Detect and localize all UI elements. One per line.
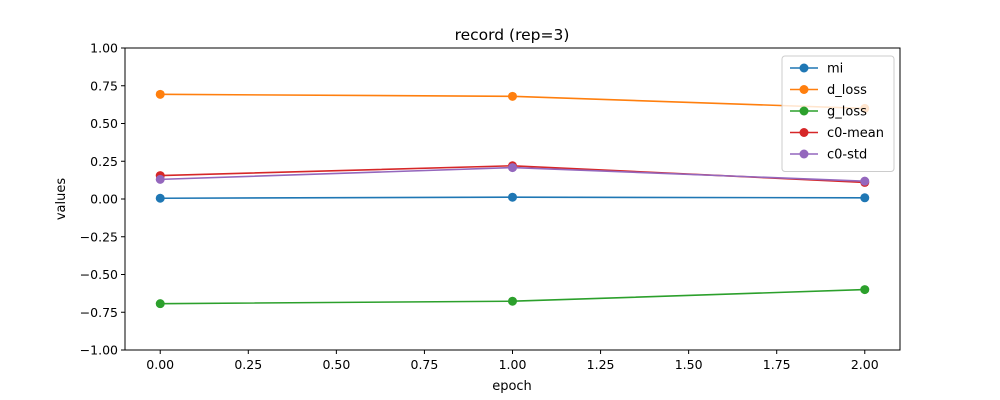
legend-label: c0-mean: [827, 126, 884, 141]
y-tick-label: −0.75: [80, 305, 118, 320]
legend-marker: [799, 63, 809, 73]
y-axis-label: values: [54, 178, 69, 221]
y-tick-label: 0.00: [90, 192, 118, 207]
data-point: [508, 91, 517, 101]
x-tick-label: 1.00: [499, 357, 527, 372]
legend-marker: [799, 149, 809, 159]
series-g_loss: [155, 285, 870, 309]
legend-marker: [799, 128, 809, 137]
data-point: [155, 299, 165, 309]
plot-area: [155, 89, 870, 309]
data-point: [508, 192, 517, 202]
legend-label: d_loss: [827, 83, 867, 98]
legend-marker: [799, 106, 809, 116]
y-tick-label: 1.00: [90, 41, 118, 56]
legend-item: g_loss: [790, 105, 867, 120]
x-tick-label: 0.50: [322, 357, 350, 372]
x-tick-label: 1.50: [675, 357, 703, 372]
data-point: [155, 193, 165, 203]
legend-label: g_loss: [827, 105, 867, 120]
data-point: [860, 193, 870, 203]
y-tick-label: 0.75: [90, 78, 118, 93]
data-point: [155, 89, 165, 99]
series-mi: [155, 192, 870, 203]
x-axis-label: epoch: [492, 379, 532, 394]
data-point: [508, 296, 517, 306]
legend-item: d_loss: [790, 83, 867, 98]
x-tick-label: 0.25: [234, 357, 262, 372]
legend: mi d_loss g_loss c0-mean c0-std: [781, 55, 895, 172]
series-c0-std: [155, 163, 870, 186]
legend-item: c0-std: [790, 148, 867, 163]
legend-marker: [799, 85, 809, 94]
data-point: [860, 285, 870, 295]
legend-item: mi: [790, 62, 843, 77]
y-tick-label: 0.50: [90, 116, 118, 131]
x-tick-label: 2.00: [851, 357, 879, 372]
y-tick-label: −0.50: [80, 267, 118, 282]
y-tick-label: −1.00: [80, 343, 118, 358]
x-tick-label: 0.00: [146, 357, 174, 372]
x-tick-label: 0.75: [411, 357, 439, 372]
legend-label: c0-std: [827, 148, 867, 163]
legend-item: c0-mean: [790, 126, 884, 141]
data-point: [508, 163, 517, 173]
y-tick-label: 0.25: [90, 154, 118, 169]
x-axis: 0.00 0.25 0.50 0.75 1.00 1.25 1.50 1.75 2.00: [146, 350, 879, 372]
x-tick-label: 1.25: [587, 357, 615, 372]
data-point: [860, 176, 870, 186]
y-axis: −1.00 −0.75 −0.50 −0.25 0.00 0.25 0.50 0.75 1.00: [80, 41, 125, 358]
legend-label: mi: [827, 62, 843, 77]
chart-title: record (rep=3): [455, 26, 570, 44]
legend-box: [781, 55, 895, 172]
x-tick-label: 1.75: [763, 357, 791, 372]
data-point: [155, 174, 165, 184]
y-tick-label: −0.25: [80, 229, 118, 244]
